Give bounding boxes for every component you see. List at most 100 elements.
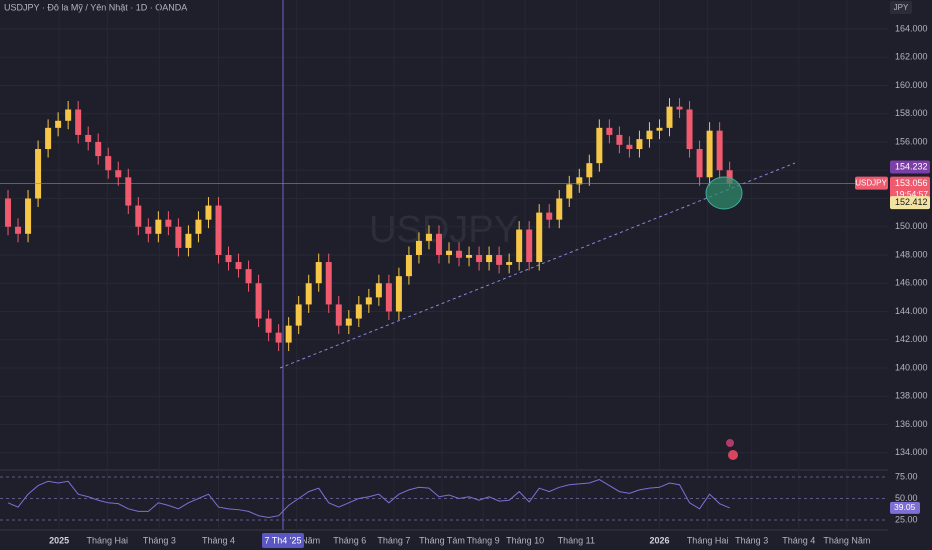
candle-body [215, 205, 222, 255]
candle-body [606, 127, 613, 135]
price-label-box [890, 196, 930, 210]
candle-body [596, 127, 603, 164]
y-tick-label: 134.000 [895, 447, 928, 457]
x-tick-label: Tháng 3 [735, 535, 768, 545]
candle-body [425, 233, 432, 241]
candle-body [25, 198, 32, 234]
x-tick-label: Tháng 3 [143, 535, 176, 545]
currency-box [890, 1, 912, 14]
candle-body [145, 226, 152, 234]
y-tick-label: 142.000 [895, 334, 928, 344]
candle-body [486, 254, 493, 263]
candle-body [175, 226, 182, 248]
candle-body [265, 318, 272, 333]
x-tick-label: Tháng 9 [467, 535, 500, 545]
candle-body [35, 149, 42, 199]
candle-body [395, 276, 402, 312]
candle-body [415, 240, 422, 255]
candle-body [125, 177, 132, 206]
candle-body [5, 198, 12, 227]
y-tick-label: 148.000 [895, 249, 928, 259]
candle-body [255, 283, 262, 319]
candle-body [476, 254, 483, 263]
candle-body [65, 109, 72, 121]
event-icon [728, 450, 738, 460]
x-tick-label: Tháng 4 [202, 535, 235, 545]
x-tick-label: Tháng Năm [823, 535, 870, 545]
y-tick-label: 140.000 [895, 362, 928, 372]
candle-body [526, 229, 533, 263]
candle-body [165, 219, 172, 227]
candle-body [295, 304, 302, 326]
event-icon [726, 439, 734, 447]
watermark: USDJPY [369, 209, 519, 251]
y-tick-label: 164.000 [895, 23, 928, 33]
y-tick-label: 158.000 [895, 108, 928, 118]
price-axis [888, 0, 932, 550]
candle-body [115, 170, 122, 178]
candle-body [235, 262, 242, 270]
candle-body [686, 109, 693, 150]
price-label: 154.232 [895, 161, 928, 171]
candle-body [726, 170, 733, 184]
y-tick-label: 156.000 [895, 136, 928, 146]
candle-body [135, 205, 142, 227]
candle-body [355, 304, 362, 319]
x-tick-label: 2025 [49, 535, 69, 545]
candle-body [285, 325, 292, 343]
marks [0, 98, 888, 518]
candle-body [365, 297, 372, 305]
price-label-box [890, 160, 930, 174]
highlight-circle [705, 176, 743, 210]
chart-title: USDJPY · Đô la Mỹ / Yên Nhật · 1D · OAND… [4, 2, 187, 12]
candle-body [405, 254, 412, 277]
candle-body [195, 219, 202, 234]
candle-body [496, 254, 503, 265]
y-tick-label: 138.000 [895, 391, 928, 401]
y-tick-label: 150.000 [895, 221, 928, 231]
countdown: 19:54:57 [895, 189, 928, 199]
candle-body [375, 283, 382, 298]
candle-body [245, 269, 252, 284]
candle-body [506, 262, 513, 265]
candle-body [225, 254, 232, 263]
rsi-tick-label: 75.00 [895, 471, 918, 481]
candle-body [85, 134, 92, 142]
candle-body [105, 156, 112, 171]
candle-body [435, 233, 442, 255]
x-tick-label: Tháng 4 [782, 535, 815, 545]
grid [0, 476, 888, 521]
candle-body [666, 106, 673, 128]
candle-body [576, 177, 583, 185]
candle-body [646, 130, 653, 140]
x-tick-label: Tháng Tám [419, 535, 465, 545]
candle-body [536, 212, 543, 263]
candle-body [55, 120, 62, 128]
price-label: 152.412 [895, 197, 928, 207]
candle-body [75, 109, 82, 135]
candle-body [275, 332, 282, 343]
candle-body [466, 254, 473, 258]
candle-body [616, 134, 623, 145]
candle-body [45, 127, 52, 150]
rsi-value-label: 39.05 [894, 502, 916, 512]
rsi-value-box [890, 501, 920, 514]
last-price-label: 153.056 [895, 178, 928, 188]
candle-body [626, 144, 633, 150]
rsi-line [7, 479, 730, 518]
candle-body [546, 212, 553, 220]
x-tick-label: Tháng 11 [558, 535, 595, 545]
x-tick-label: Tháng 6 [333, 535, 366, 545]
candle-body [456, 250, 463, 258]
candle-body [656, 127, 663, 131]
candle-body [566, 184, 573, 199]
candle-body [95, 141, 102, 157]
y-tick-label: 144.000 [895, 306, 928, 316]
x-tick-label: Tháng Hai [86, 535, 128, 545]
x-tick-label: Tháng Hai [687, 535, 729, 545]
x-tick-label: 2026 [649, 535, 669, 545]
candle-body [305, 283, 312, 305]
last-price-box [890, 176, 930, 202]
